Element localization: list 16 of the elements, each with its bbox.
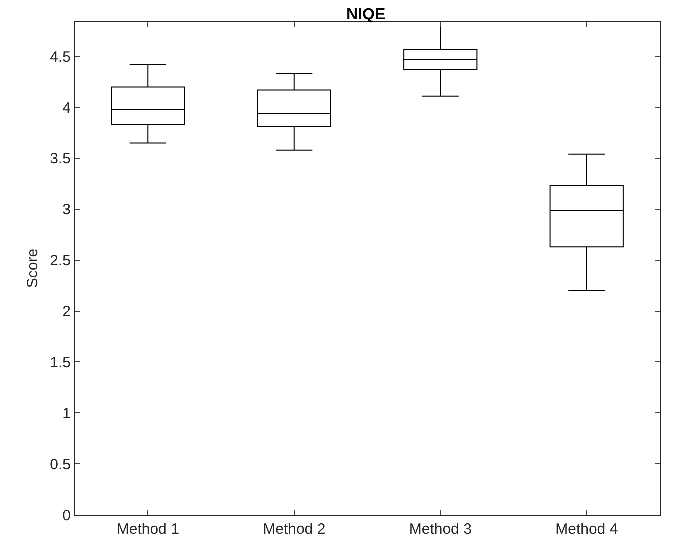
y-axis-title: Score [24,248,42,288]
x-tick-label: Method 3 [409,521,472,538]
y-tick-label: 0.5 [50,456,71,474]
x-tick-label: Method 2 [263,521,326,538]
y-tick-label: 3.5 [50,150,71,168]
x-tick-label: Method 4 [556,521,618,538]
y-tick-label: 4.5 [50,48,71,66]
y-tick-label: 2.5 [50,252,71,270]
x-tick-label: Method 1 [116,521,180,538]
y-tick-label: 0 [62,507,71,524]
y-tick-label: 1 [62,405,71,422]
y-tick-label: 1.5 [50,354,71,372]
chart-title: NIQE [346,6,386,24]
y-tick-label: 2 [62,304,71,321]
y-tick-label: 3 [62,202,71,219]
y-tick-label: 4 [62,100,71,117]
